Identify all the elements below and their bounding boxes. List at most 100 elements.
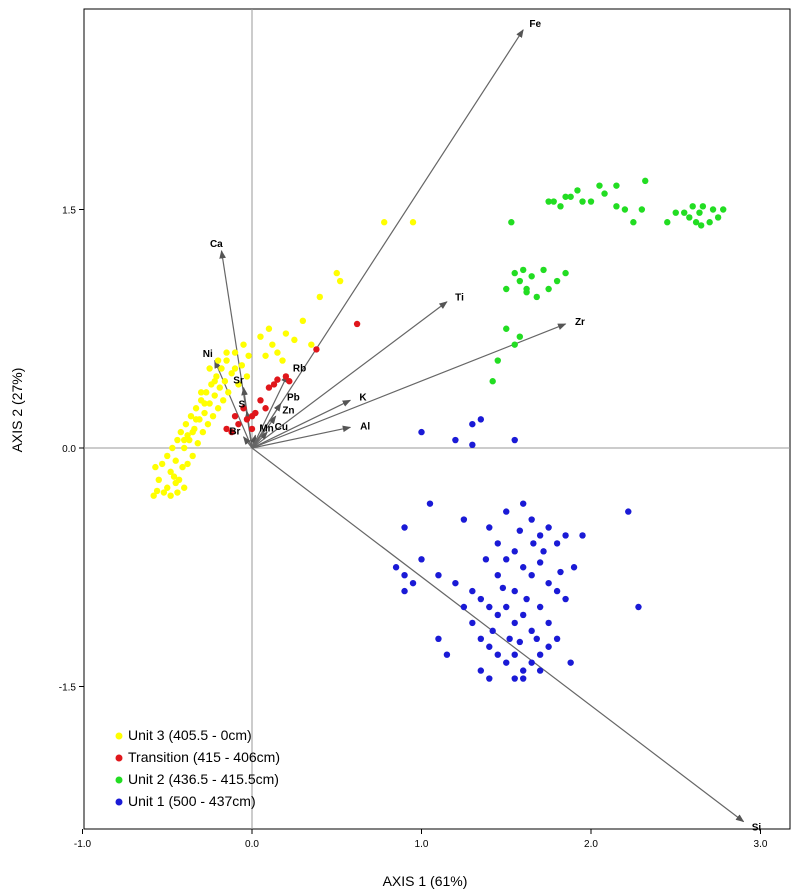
point-series-4 [528,516,535,523]
point-series-4 [452,436,459,444]
point-series-1 [158,460,166,468]
point-series-2 [257,397,264,404]
x-tick-label: 1.0 [415,839,429,850]
point-series-3 [706,219,713,226]
point-series-4 [511,619,518,627]
point-series-3 [720,206,727,213]
point-series-4 [545,619,552,627]
point-series-1 [164,452,171,460]
point-series-2 [282,373,290,380]
point-series-1 [187,413,195,420]
point-series-4 [511,587,518,595]
point-series-4 [520,500,527,507]
x-tick-label: 0.0 [245,839,259,850]
point-series-3 [692,219,700,226]
point-series-1 [192,416,200,423]
point-series-3 [574,187,581,194]
point-series-1 [164,484,171,491]
vector-zn-label: Zn [282,406,294,417]
point-series-4 [562,532,569,539]
point-series-4 [401,572,408,579]
point-series-2 [231,413,239,420]
point-series-4 [520,611,527,619]
point-series-1 [184,432,191,439]
point-series-1 [228,370,235,377]
point-series-1 [189,428,196,436]
vector-pb [251,402,282,449]
point-series-2 [262,405,269,412]
point-series-4 [469,420,476,428]
point-series-4 [503,603,510,611]
point-series-3 [681,209,688,216]
point-series-2 [265,384,273,391]
point-series-3 [562,269,569,277]
vector-fe [251,29,524,449]
point-series-4 [494,572,501,579]
point-series-4 [511,675,518,682]
point-series-1 [262,352,269,359]
point-series-1 [333,269,340,277]
point-series-1 [308,341,315,348]
point-series-1 [194,440,201,447]
vector-ti-label: Ti [455,293,464,304]
point-series-1 [240,341,247,348]
point-series-3 [689,203,696,210]
legend: Unit 3 (405.5 - 0cm) Transition (415 - 40… [115,727,280,809]
legend-marker [115,776,123,784]
point-series-4 [530,540,537,547]
point-series-3 [520,266,527,274]
point-series-4 [477,667,485,674]
legend-marker [115,754,123,762]
point-series-1 [238,362,246,369]
legend-label: Unit 3 (405.5 - 0cm) [128,727,252,743]
point-series-4 [562,595,569,603]
point-series-4 [536,651,544,658]
point-series-3 [503,325,510,332]
point-series-3 [672,209,679,216]
point-series-4 [536,559,544,566]
point-series-2 [228,428,235,436]
point-series-1 [189,452,196,460]
point-series-3 [699,203,707,210]
point-series-1 [182,420,190,428]
point-series-1 [257,333,264,340]
point-series-3 [503,285,510,293]
point-series-1 [177,428,185,436]
point-series-4 [536,532,544,539]
point-series-1 [153,487,161,495]
point-series-4 [553,635,561,642]
point-series-4 [489,627,496,635]
point-series-1 [211,378,218,385]
point-series-1 [172,457,179,464]
point-series-3 [516,277,524,285]
legend-label: Unit 1 (500 - 437cm) [128,793,256,809]
vector-al [251,425,352,449]
point-series-4 [511,548,518,555]
y-tick-label: -1.5 [59,683,77,694]
axis-ticks: -1.0 0.0 1.0 2.0 3.0 -1.5 0.0 1.5 [59,206,768,851]
point-series-4 [536,603,544,611]
vector-mn-label: Mn [259,424,273,435]
y-axis-title: AXIS 2 (27%) [9,368,25,453]
point-series-1 [269,341,276,348]
point-series-1 [174,436,181,444]
point-series-1 [299,317,307,324]
point-series-4 [409,579,417,587]
point-series-3 [696,209,703,216]
point-series-4 [528,659,535,666]
point-series-1 [192,405,200,412]
x-axis-title: AXIS 1 (61%) [383,873,468,889]
point-series-4 [570,564,578,571]
point-series-1 [175,476,183,483]
point-series-1 [174,489,181,496]
point-series-1 [223,357,230,364]
point-series-1 [167,492,174,499]
point-series-4 [567,659,574,666]
point-series-4 [516,638,524,646]
point-series-2 [248,425,256,433]
point-series-4 [469,587,476,595]
point-series-3 [545,285,552,293]
vector-ca-label: Ca [210,239,223,250]
point-series-4 [520,667,527,674]
point-series-1 [231,349,239,356]
